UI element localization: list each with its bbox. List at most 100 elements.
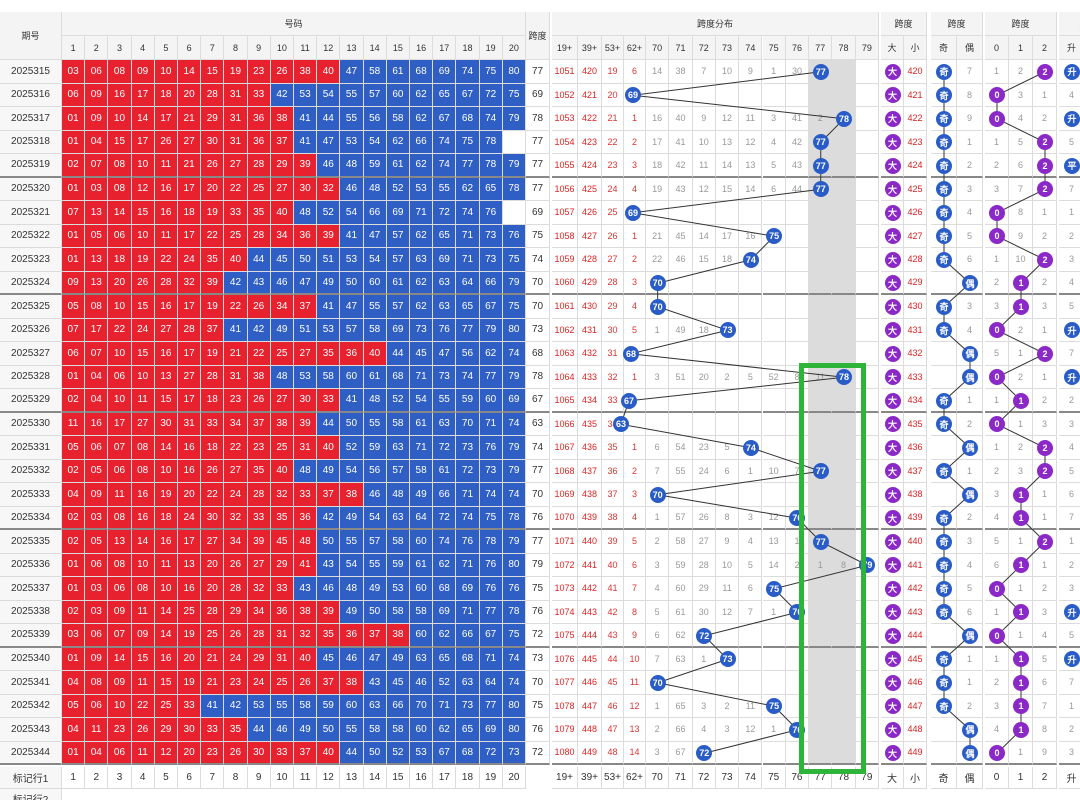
mod3-cell: 3 (1009, 83, 1033, 107)
big-cell (881, 741, 904, 765)
up-cell (1059, 107, 1080, 131)
count-cell: 429 (578, 271, 602, 295)
dist-cell (762, 436, 786, 460)
number-cell: 61 (433, 459, 457, 483)
big-cell (881, 107, 904, 131)
dist-cell: 12 (715, 107, 740, 131)
number-cell: 64 (479, 671, 503, 695)
count-cell: 1064 (552, 365, 578, 389)
number-cell: 01 (62, 224, 86, 248)
number-cell: 31 (224, 365, 248, 389)
mod3-ball: 2 (1037, 251, 1053, 268)
odd-ball: 奇 (936, 63, 952, 80)
count-cell: 1051 (552, 60, 578, 84)
number-cell: 69 (456, 577, 480, 601)
number-cell: 04 (62, 671, 86, 695)
dist-cell (762, 342, 786, 366)
count-cell: 21 (602, 107, 624, 131)
dist-cell (832, 342, 856, 366)
dist-cell (809, 389, 833, 413)
up-cell: 7 (1059, 342, 1080, 366)
count-cell: 1071 (552, 530, 578, 554)
number-cell: 17 (178, 530, 202, 554)
mod3-column-header: 0 (985, 36, 1009, 60)
number-cell: 71 (479, 412, 503, 436)
number-cell: 37 (363, 624, 387, 648)
small-cell: 420 (904, 60, 927, 84)
period-cell: 2025333 (0, 483, 62, 507)
span-ball: 70 (649, 674, 666, 691)
number-cell: 35 (317, 342, 341, 366)
mod3-ball: 1 (1013, 298, 1029, 315)
number-cell: 49 (317, 271, 341, 295)
big-ball: 大 (884, 63, 901, 80)
dist-cell (855, 741, 879, 765)
count-cell: 40 (602, 553, 624, 577)
count-cell: 1077 (552, 671, 578, 695)
mod3-ball: 1 (1013, 557, 1029, 574)
span-ball: 69 (625, 204, 641, 221)
up-cell (1059, 601, 1080, 624)
number-cell: 17 (178, 389, 202, 413)
dist-cell (762, 389, 786, 413)
period-cell: 2025342 (0, 694, 62, 718)
mod3-cell: 7 (1033, 694, 1057, 718)
mod3-cell: 2 (1009, 60, 1033, 84)
mod3-ball: 0 (989, 228, 1005, 245)
number-cell: 40 (270, 459, 294, 483)
number-cell: 80 (502, 694, 526, 718)
number-cell: 75 (479, 60, 503, 84)
dist-cell: 3 (739, 506, 763, 530)
number-cell: 22 (224, 177, 248, 201)
number-cell: 39 (294, 412, 318, 436)
number-column-header: 4 (131, 36, 155, 60)
dist-cell: 9 (739, 60, 763, 84)
period-cell: 2025318 (0, 130, 62, 154)
dist-cell: 2 (809, 107, 833, 131)
number-cell: 09 (131, 60, 155, 84)
big-cell (881, 506, 904, 530)
number-cell: 40 (294, 647, 318, 671)
dist-cell: 20 (692, 365, 716, 389)
dist-cell: 1 (646, 318, 670, 342)
count-cell: 43 (602, 624, 624, 648)
big-ball: 大 (884, 463, 901, 480)
odd-ball: 奇 (936, 181, 952, 198)
even-cell: 3 (957, 295, 983, 319)
dist-cell: 2 (715, 694, 740, 718)
number-cell: 29 (247, 647, 271, 671)
dist-cell: 4 (739, 530, 763, 554)
dist-cell: 30 (692, 600, 716, 624)
span-cell: 76 (526, 718, 550, 742)
span-cell: 70 (526, 671, 550, 695)
span-cell: 72 (526, 741, 550, 765)
number-cell: 41 (340, 389, 364, 413)
even-cell: 2 (957, 506, 983, 530)
number-cell: 79 (502, 436, 526, 460)
dist-cell: 12 (739, 718, 763, 742)
count-cell: 424 (578, 154, 602, 178)
odd-cell (931, 718, 957, 742)
number-cell: 39 (247, 530, 271, 554)
mod3-cell: 1 (1033, 83, 1057, 107)
number-cell: 74 (456, 506, 480, 530)
big-ball: 大 (884, 392, 901, 409)
number-cell: 59 (386, 553, 410, 577)
mod3-ball: 1 (1013, 721, 1029, 738)
period-cell: 2025326 (0, 318, 62, 342)
number-cell: 34 (224, 412, 248, 436)
dist-column-header: 74 (739, 36, 763, 60)
up-cell: 2 (1059, 225, 1080, 248)
number-cell: 11 (154, 553, 178, 577)
number-cell: 65 (456, 295, 480, 319)
number-cell: 48 (294, 201, 318, 225)
big-cell (881, 201, 904, 225)
odd-cell (931, 271, 957, 295)
span-cell: 72 (526, 624, 550, 648)
span-cell: 73 (526, 647, 550, 671)
number-cell: 40 (224, 248, 248, 272)
dist-cell: 10 (762, 459, 786, 483)
dist-cell: 7 (646, 459, 670, 483)
odd-column-header: 奇 (931, 36, 957, 60)
number-cell: 08 (131, 459, 155, 483)
